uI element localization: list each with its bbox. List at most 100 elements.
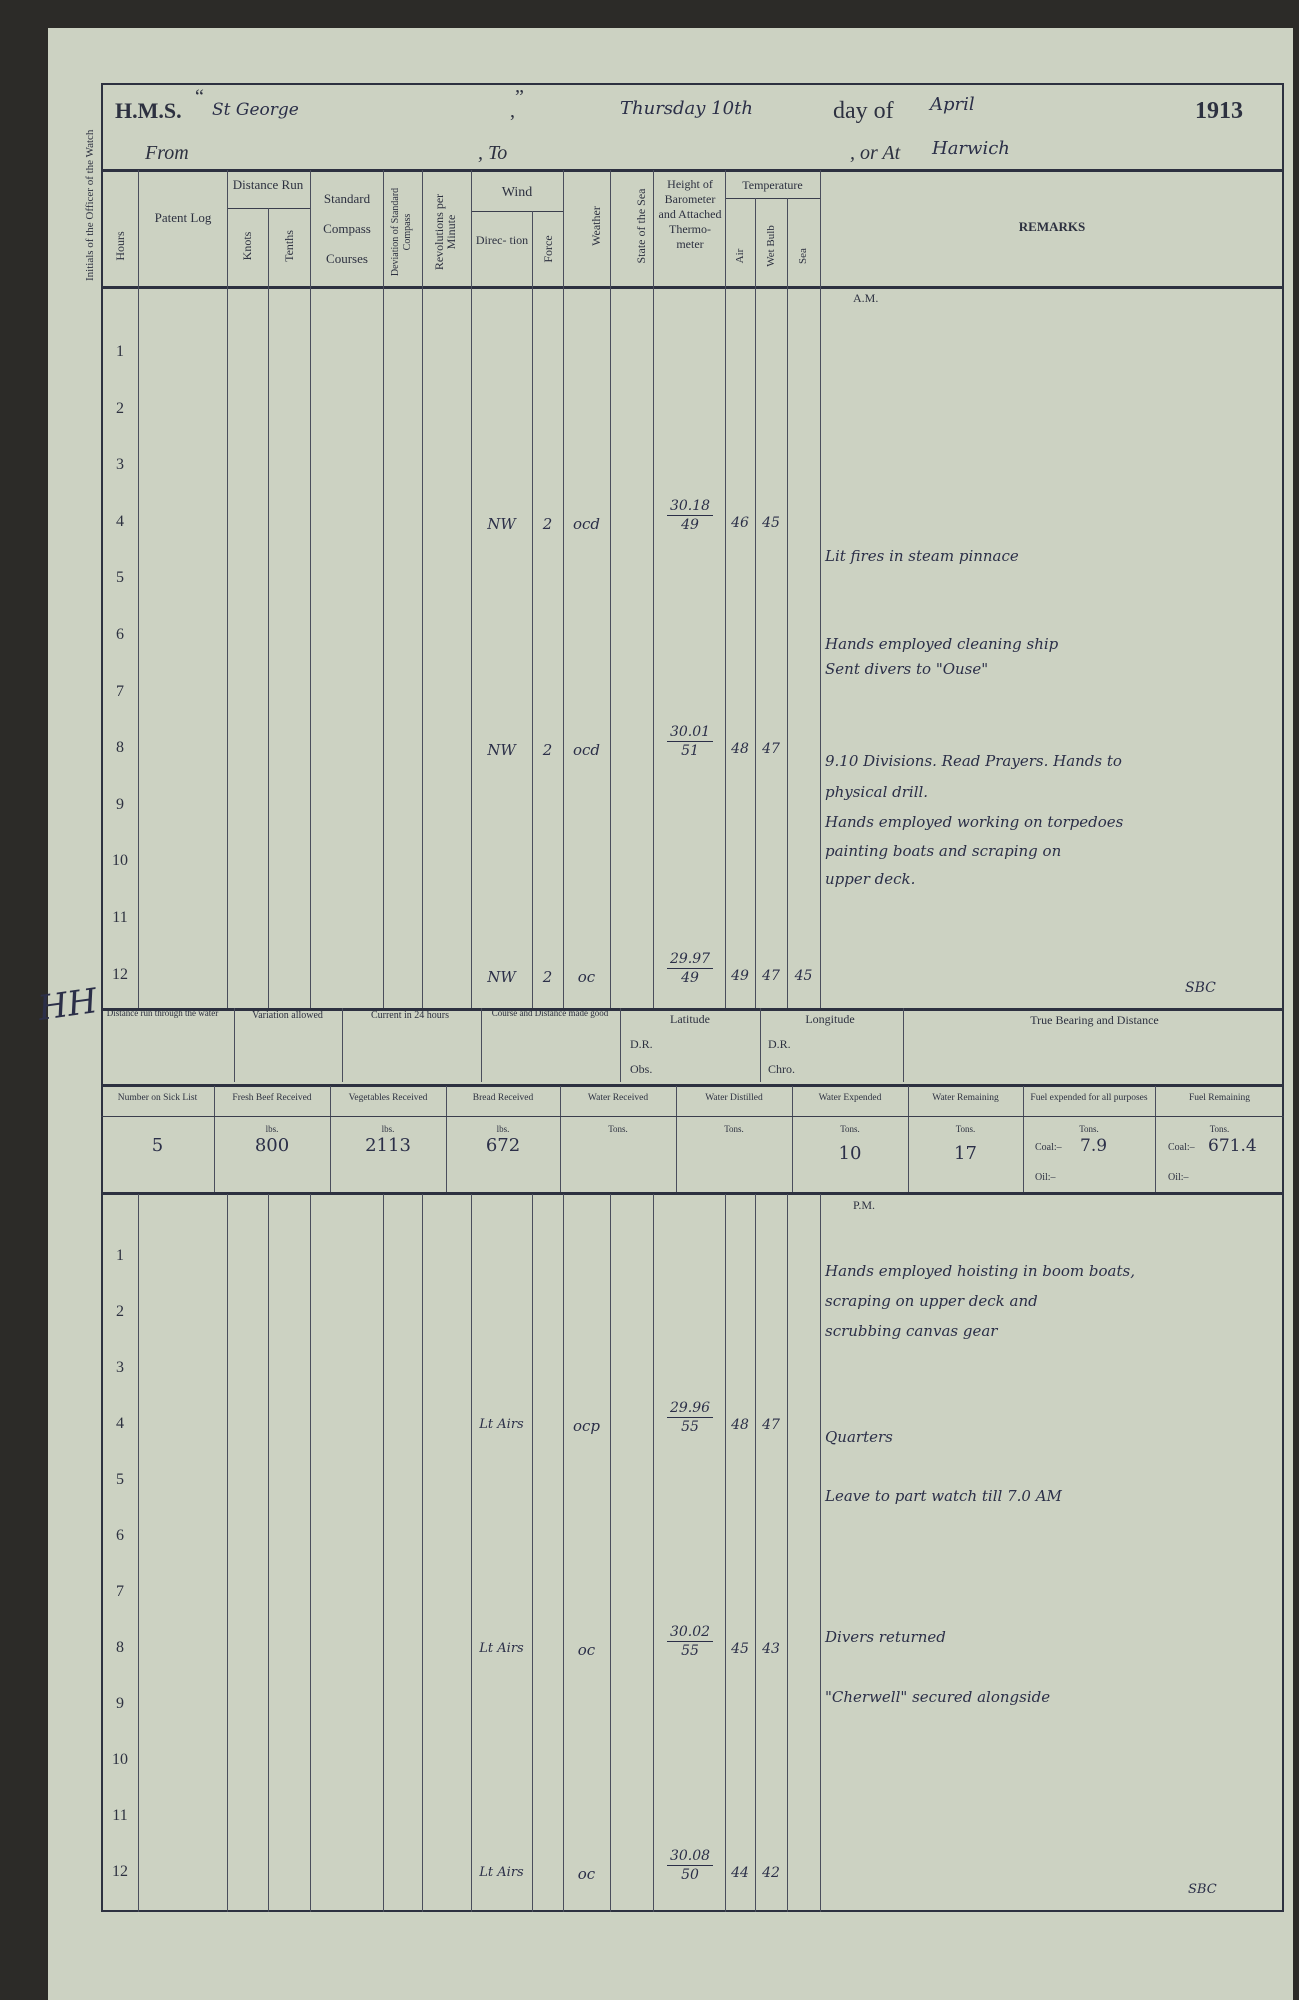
am-column-line [725,287,726,1008]
pm-temp-air: 44 [731,1865,749,1881]
am-barometer: 30.18 49 [655,497,725,534]
am-signature: SBC [1185,980,1216,996]
am-column-line [227,287,228,1008]
supplies-value: 800 [254,1135,290,1156]
am-column-line [422,287,423,1008]
am-remark: 9.10 Divisions. Read Prayers. Hands to [825,752,1122,770]
am-column-line [471,287,472,1008]
fuel-expended-coal-label: Coal:– [1035,1142,1062,1153]
am-remark: Hands employed cleaning ship [825,635,1059,653]
pm-column-line [563,1194,564,1912]
open-quote: “ [195,86,204,108]
am-column-line [563,287,564,1008]
header-column-line [268,208,269,287]
barometer-reading: 29.97 [666,950,714,969]
am-remark: Lit fires in steam pinnace [825,547,1019,565]
pm-column-line [310,1194,311,1912]
header-column-line [532,211,533,287]
am-column-line [653,287,654,1008]
supplies-header: Water Received [587,1093,649,1103]
am-weather: oc [577,967,596,986]
col-distance-run: Distance Run [232,177,304,192]
pm-hour-label: 2 [116,1303,124,1320]
supplies-header: Fresh Beef Received [232,1093,312,1103]
supplies-header: Water Expended [818,1093,882,1103]
header-column-line [138,170,139,287]
header-column-line [383,170,384,287]
supplies-header: Water Remaining [932,1093,999,1103]
col-deviation: Deviation of Standard Compass [390,187,413,277]
col-standard-compass: Standard Compass Courses [323,191,371,266]
barometer-reading: 30.08 [666,1847,714,1866]
summary-sep [760,1008,761,1082]
attached-thermometer: 55 [681,1419,699,1435]
pm-weather: oc [577,1865,596,1883]
am-column-line [383,287,384,1008]
am-temp-air: 46 [731,514,749,531]
am-hour-label: 5 [116,569,124,587]
supplies-col-line [446,1086,447,1192]
summary-distance-run: Distance run through the water [106,1008,219,1018]
pm-remark: scrubbing canvas gear [825,1322,998,1340]
pm-column-line [227,1194,228,1912]
am-hour-label: 9 [116,795,124,813]
summary-top [101,1008,1284,1011]
pm-column-line [725,1194,726,1912]
col-state-of-sea: State of the Sea [634,188,648,264]
supplies-unit: Tons. [608,1124,628,1134]
summary-sep [234,1008,235,1082]
col-revolutions: Revolutions per Minute [432,193,458,271]
am-column-line [138,287,139,1008]
pm-temp-air: 48 [731,1417,749,1433]
supplies-header: Number on Sick List [117,1093,198,1103]
col-direction: Direc- tion [475,233,529,247]
attached-thermometer: 50 [681,1867,699,1883]
pm-remark: "Cherwell" secured alongside [825,1688,1051,1706]
pm-signature: SBC [1188,1882,1217,1897]
am-remark: physical drill. [825,783,929,801]
am-remark: upper deck. [825,870,916,888]
supplies-value: 672 [485,1135,521,1156]
header-divider [101,169,1284,172]
am-wind-direction: NW [487,967,516,986]
pm-hour-label: 6 [116,1527,124,1544]
fuel-remaining-coal: 671.4 [1208,1136,1257,1156]
am-weather: ocd [572,741,601,760]
ship-name: St George [212,100,299,120]
barometer-reading: 30.18 [666,497,714,516]
header-column-line [422,170,423,287]
supplies-col-line [330,1086,331,1192]
col-wind: Wind [501,185,533,200]
supplies-unit: Tons. [1209,1124,1230,1134]
month: April [930,94,975,115]
supplies-unit: Tons. [724,1124,744,1134]
summary-sep [481,1008,482,1082]
supplies-header: Bread Received [472,1093,534,1103]
supplies-col-line [1023,1086,1024,1192]
header-column-line [610,170,611,287]
pm-column-line [422,1194,423,1912]
fuel-expended-coal: 7.9 [1080,1136,1108,1156]
lat-dr: D.R. [630,1037,653,1051]
pm-temp-wet-bulb: 42 [762,1865,780,1881]
barometer-reading: 29.96 [666,1399,714,1418]
attached-thermometer: 51 [681,743,699,760]
am-hour-label: 10 [112,852,128,870]
am-column-line [787,287,788,1008]
summary-longitude: Longitude [805,1012,855,1026]
am-temp-sea: 45 [794,967,813,984]
pm-top [101,1192,1284,1195]
hms-label: H.M.S. [115,98,182,123]
am-hour-label: 12 [112,965,128,983]
supplies-unit: lbs. [381,1124,395,1134]
pm-hour-label: 11 [112,1807,128,1824]
col-force: Force [541,235,555,263]
supplies-col-line [792,1086,793,1192]
am-hour-label: 4 [116,512,124,530]
col-patent-log: Patent Log [154,210,212,225]
header-column-line [820,170,821,287]
am-column-line [532,287,533,1008]
supplies-unit: Tons. [1079,1124,1099,1134]
header-column-line [653,170,654,287]
